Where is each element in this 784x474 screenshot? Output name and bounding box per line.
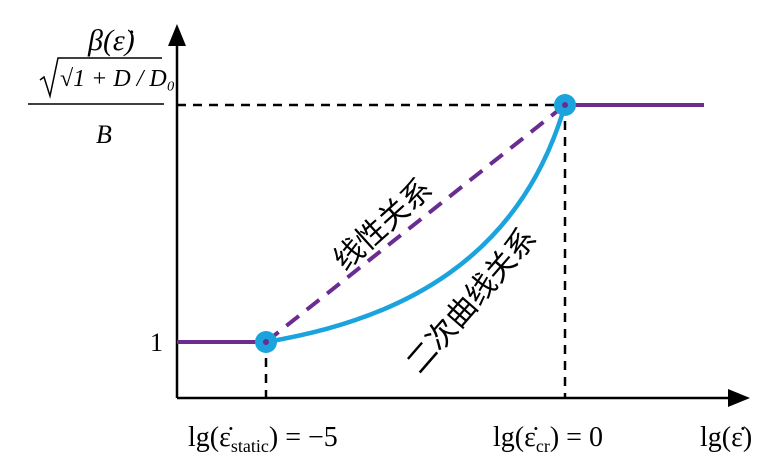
linear-relation-label: 线性关系 xyxy=(327,172,440,278)
x-tick-cr: lg(ε̇cr) = 0 xyxy=(493,422,603,456)
y-tick-fraction-numerator: √1 + D / D₀ xyxy=(60,66,175,92)
linear-relation-line xyxy=(264,103,567,344)
quadratic-relation-label: 二次曲线关系 xyxy=(400,221,545,380)
y-axis-arrow xyxy=(168,24,186,46)
x-axis-label: lg(ε̇) xyxy=(700,422,752,453)
static-point-marker xyxy=(255,331,277,353)
y-axis-label: β(ε̇) xyxy=(87,24,135,57)
critical-point-marker xyxy=(554,94,576,116)
y-tick-one: 1 xyxy=(150,328,163,357)
y-tick-fraction: √1 + D / D₀ B xyxy=(28,57,175,149)
x-tick-static: lg(ε̇static) = −5 xyxy=(188,422,338,456)
y-tick-fraction-denominator: B xyxy=(96,120,112,149)
quadratic-relation-curve xyxy=(265,104,568,345)
x-axis-arrow xyxy=(728,389,750,407)
